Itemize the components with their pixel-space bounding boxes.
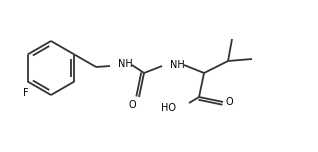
- Text: O: O: [225, 97, 233, 107]
- Text: NH: NH: [170, 60, 185, 70]
- Text: HO: HO: [161, 103, 176, 113]
- Text: O: O: [128, 100, 136, 110]
- Text: NH: NH: [118, 59, 133, 69]
- Text: F: F: [23, 88, 28, 97]
